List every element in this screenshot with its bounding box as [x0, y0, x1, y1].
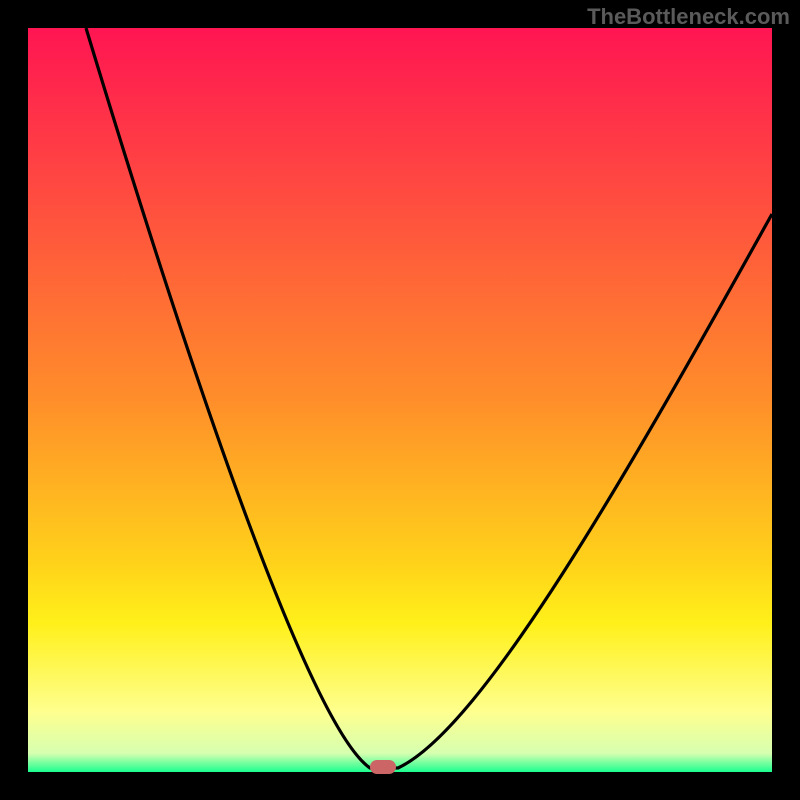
watermark-text: TheBottleneck.com — [587, 4, 790, 30]
optimum-marker — [370, 760, 396, 774]
bottleneck-curve — [86, 28, 772, 768]
plot-gradient-area — [28, 28, 772, 772]
curve-svg — [28, 28, 772, 772]
